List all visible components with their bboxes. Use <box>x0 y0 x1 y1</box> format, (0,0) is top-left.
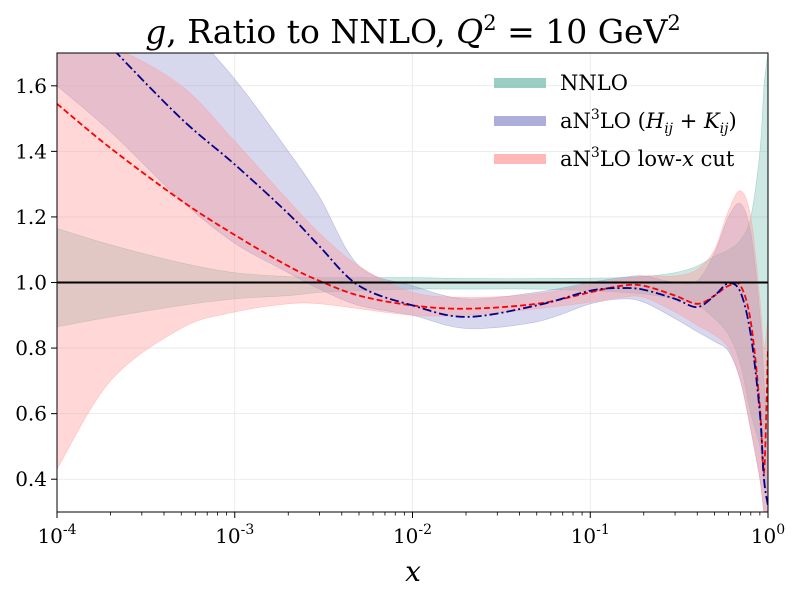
band-an3lo <box>57 53 768 512</box>
legend: NNLO aN3LO (Hij + Kij) aN3LO low-x cut <box>494 71 737 171</box>
y-tick-label: 0.8 <box>15 336 47 360</box>
y-axis: 0.4 0.6 0.8 1.0 1.2 1.4 1.6 <box>15 74 57 491</box>
chart-title: g, Ratio to NNLO, Q2 = 10 GeV2 <box>145 11 681 51</box>
band-cut <box>57 53 768 512</box>
line-an3lo <box>115 53 768 506</box>
legend-swatch-cut <box>494 154 546 164</box>
x-tick-label: 10-4 <box>37 522 76 548</box>
x-axis: 10-4 10-3 10-2 10-1 100 <box>37 512 785 548</box>
legend-label-nnlo: NNLO <box>560 71 628 95</box>
legend-label-an3lo: aN3LO (Hij + Kij) <box>560 107 737 137</box>
y-tick-label: 1.2 <box>15 205 47 229</box>
legend-label-cut: aN3LO low-x cut <box>560 145 735 171</box>
lines-layer <box>57 53 768 506</box>
y-tick-label: 0.4 <box>15 467 47 491</box>
x-tick-label: 10-1 <box>571 522 610 548</box>
line-cut <box>57 103 768 475</box>
x-tick-label: 10-3 <box>215 522 254 548</box>
y-tick-label: 1.6 <box>15 74 47 98</box>
x-axis-label: x <box>405 555 421 588</box>
band-nnlo <box>57 53 768 496</box>
x-tick-label: 10-2 <box>393 522 432 548</box>
y-tick-label: 1.0 <box>15 271 47 295</box>
y-tick-label: 1.4 <box>15 139 47 163</box>
x-tick-label: 100 <box>751 522 785 548</box>
y-tick-label: 0.6 <box>15 402 47 426</box>
legend-swatch-an3lo <box>494 116 546 126</box>
bands-layer <box>57 53 768 512</box>
legend-swatch-nnlo <box>494 78 546 88</box>
